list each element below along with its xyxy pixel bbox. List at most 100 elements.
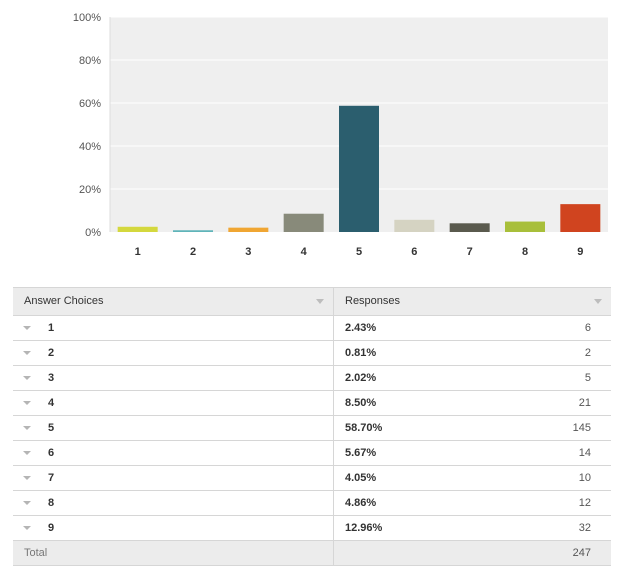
response-percent: 2.02% — [345, 372, 377, 384]
expand-caret-icon[interactable] — [23, 326, 31, 330]
response-count: 2 — [584, 347, 591, 359]
bar-7 — [449, 223, 490, 232]
x-tick-label: 8 — [522, 246, 528, 258]
choice-cell: 3 — [13, 365, 334, 391]
choice-cell: 4 — [13, 390, 334, 416]
sort-caret-icon[interactable] — [594, 299, 602, 304]
response-count: 10 — [578, 472, 591, 484]
response-percent: 12.96% — [345, 522, 383, 534]
header-answer-choices[interactable]: Answer Choices — [13, 287, 334, 316]
bar-1 — [117, 226, 158, 232]
choice-cell: 8 — [13, 490, 334, 516]
table-row: 1 2.43% 6 — [13, 315, 611, 341]
response-count: 6 — [584, 322, 591, 334]
response-cell: 2.43% 6 — [333, 315, 611, 341]
response-count: 21 — [578, 397, 591, 409]
table-body: 1 2.43% 6 2 0.81% 2 3 2.02% 5 4 8.50% 21 5 58.70% 145 6… — [13, 315, 611, 541]
choice-label: 5 — [48, 422, 55, 434]
response-count: 145 — [572, 422, 591, 434]
table-header-row: Answer Choices Responses — [13, 287, 611, 316]
header-responses-label: Responses — [345, 295, 401, 307]
total-row: Total 247 — [13, 540, 611, 566]
table-row: 9 12.96% 32 — [13, 515, 611, 541]
x-tick-label: 2 — [190, 246, 196, 258]
response-percent: 0.81% — [345, 347, 377, 359]
bar-6 — [394, 219, 435, 232]
table-row: 2 0.81% 2 — [13, 340, 611, 366]
response-cell: 4.86% 12 — [333, 490, 611, 516]
bar-8 — [505, 221, 545, 232]
choice-cell: 1 — [13, 315, 334, 341]
choice-cell: 7 — [13, 465, 334, 491]
expand-caret-icon[interactable] — [23, 501, 31, 505]
response-count: 32 — [578, 522, 591, 534]
choice-label: 1 — [48, 322, 55, 334]
choice-label: 2 — [48, 347, 55, 359]
y-tick-label: 40% — [79, 141, 101, 153]
response-cell: 8.50% 21 — [333, 390, 611, 416]
response-percent: 8.50% — [345, 397, 377, 409]
response-percent: 58.70% — [345, 422, 383, 434]
response-cell: 58.70% 145 — [333, 415, 611, 441]
choice-cell: 5 — [13, 415, 334, 441]
response-cell: 4.05% 10 — [333, 465, 611, 491]
bar-3 — [228, 227, 269, 232]
chart-svg: 0% 20% 40% 60% 80% 100% 1 2 3 4 5 6 7 8 9 — [73, 12, 608, 258]
choice-cell: 6 — [13, 440, 334, 466]
expand-caret-icon[interactable] — [23, 401, 31, 405]
bar-chart: 0% 20% 40% 60% 80% 100% 1 2 3 4 5 6 7 8 9 — [0, 0, 626, 270]
y-tick-label: 0% — [85, 227, 101, 239]
y-tick-label: 100% — [73, 12, 101, 24]
response-percent: 4.05% — [345, 472, 377, 484]
x-tick-label: 3 — [245, 246, 251, 258]
total-label: Total — [13, 540, 334, 566]
choice-cell: 2 — [13, 340, 334, 366]
choice-label: 8 — [48, 497, 55, 509]
response-cell: 12.96% 32 — [333, 515, 611, 541]
choice-cell: 9 — [13, 515, 334, 541]
response-percent: 5.67% — [345, 447, 377, 459]
bar-2 — [173, 230, 213, 232]
y-tick-label: 60% — [79, 98, 101, 110]
sort-caret-icon[interactable] — [316, 299, 324, 304]
header-answer-choices-label: Answer Choices — [24, 295, 104, 307]
bar-5 — [339, 105, 379, 232]
expand-caret-icon[interactable] — [23, 451, 31, 455]
choice-label: 9 — [48, 522, 55, 534]
y-tick-label: 80% — [79, 55, 101, 67]
table-row: 6 5.67% 14 — [13, 440, 611, 466]
response-percent: 4.86% — [345, 497, 377, 509]
expand-caret-icon[interactable] — [23, 376, 31, 380]
header-responses[interactable]: Responses — [333, 287, 611, 316]
bar-9 — [560, 204, 601, 232]
table-row: 7 4.05% 10 — [13, 465, 611, 491]
expand-caret-icon[interactable] — [23, 526, 31, 530]
responses-table: Answer Choices Responses 1 2.43% 6 2 0.81% 2 3… — [13, 287, 611, 566]
total-cell: 247 — [333, 540, 611, 566]
x-tick-label: 6 — [411, 246, 417, 258]
choice-label: 3 — [48, 372, 55, 384]
expand-caret-icon[interactable] — [23, 476, 31, 480]
response-percent: 2.43% — [345, 322, 377, 334]
response-count: 14 — [578, 447, 591, 459]
table-row: 4 8.50% 21 — [13, 390, 611, 416]
expand-caret-icon[interactable] — [23, 426, 31, 430]
expand-caret-icon[interactable] — [23, 351, 31, 355]
response-count: 5 — [584, 372, 591, 384]
table-row: 8 4.86% 12 — [13, 490, 611, 516]
response-cell: 5.67% 14 — [333, 440, 611, 466]
choice-label: 7 — [48, 472, 55, 484]
x-tick-label: 7 — [467, 246, 473, 258]
table-row: 5 58.70% 145 — [13, 415, 611, 441]
x-tick-label: 5 — [356, 246, 362, 258]
table-row: 3 2.02% 5 — [13, 365, 611, 391]
x-tick-label: 9 — [577, 246, 583, 258]
bar-4 — [283, 213, 324, 232]
response-count: 12 — [578, 497, 591, 509]
choice-label: 6 — [48, 447, 55, 459]
y-tick-label: 20% — [79, 184, 101, 196]
x-tick-label: 4 — [301, 246, 308, 258]
choice-label: 4 — [48, 397, 55, 409]
response-cell: 2.02% 5 — [333, 365, 611, 391]
response-cell: 0.81% 2 — [333, 340, 611, 366]
